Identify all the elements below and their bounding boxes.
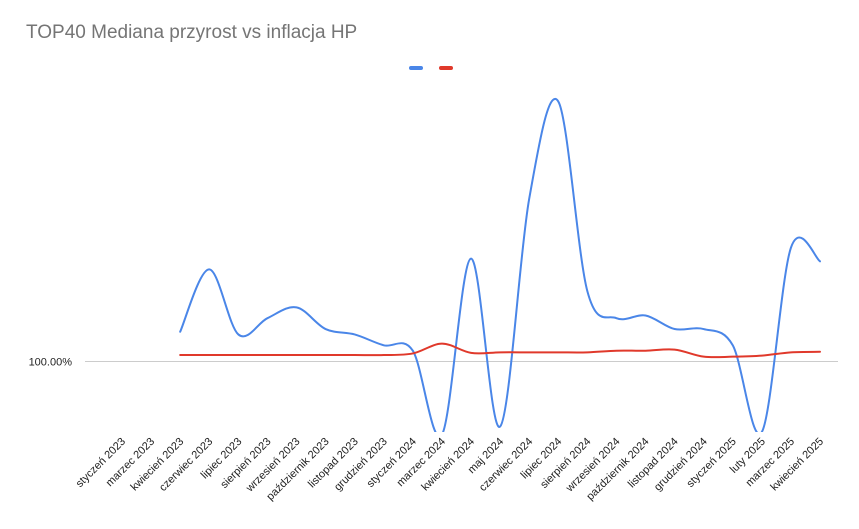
chart-title: TOP40 Mediana przyrost vs inflacja HP xyxy=(26,22,358,43)
legend-swatch-series-1 xyxy=(409,66,423,70)
y-tick-label: 100.00% xyxy=(29,357,73,369)
series-line-1 xyxy=(179,98,821,432)
series-line-2 xyxy=(179,342,821,359)
legend-swatch-series-2 xyxy=(439,66,453,70)
plot-area xyxy=(179,98,821,432)
x-tick-label: kwiecień 2025 xyxy=(768,436,826,494)
legend-item-series-1[interactable] xyxy=(405,60,427,76)
x-tick-label: styczeń 2023 xyxy=(74,436,128,490)
legend-item-series-2[interactable] xyxy=(435,60,457,76)
